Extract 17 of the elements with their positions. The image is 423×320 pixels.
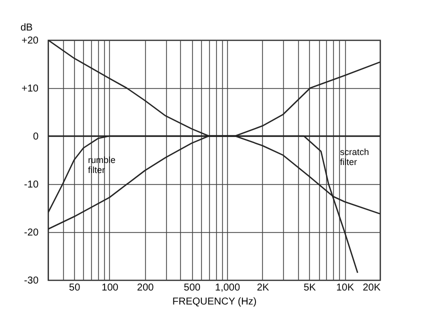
x-tick-label: 100 [102, 282, 119, 294]
x-tick-label: 50 [69, 282, 81, 294]
x-tick-label: 10K [336, 282, 354, 294]
x-tick-label: 5K [304, 282, 316, 294]
y-axis-title: dB [20, 22, 34, 34]
x-tick-label: 20K [362, 282, 381, 294]
y-tick-label: +10 [22, 84, 39, 94]
y-tick-label: 0 [32, 132, 39, 142]
x-tick-label: 500 [184, 282, 201, 294]
y-tick-label: -30 [24, 276, 39, 286]
x-axis-title: FREQUENCY (Hz) [172, 296, 257, 308]
x-tick-label: 200 [137, 282, 154, 294]
x-tick-label: 1,000 [215, 282, 240, 294]
y-tick-label: -10 [24, 180, 39, 190]
x-tick-label: 2K [256, 282, 270, 294]
y-tick-label: -20 [24, 228, 39, 238]
y-tick-label: +20 [22, 36, 39, 46]
